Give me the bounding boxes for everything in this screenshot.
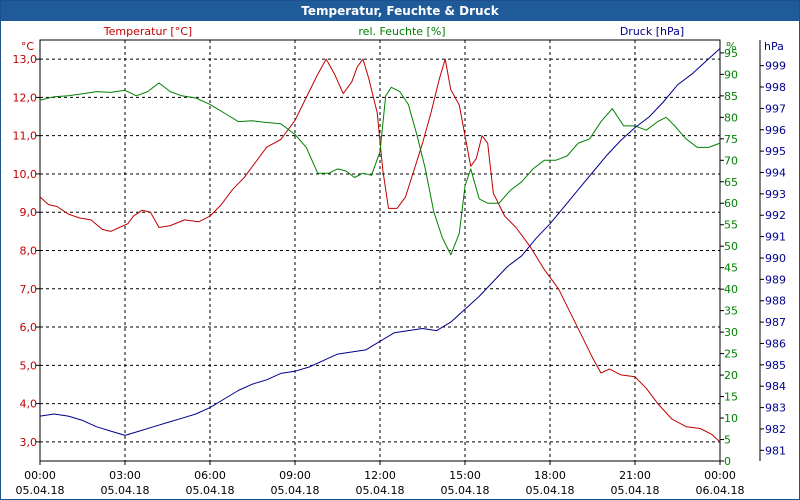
y-tick-temperature: 12,0 [13,91,38,104]
x-tick-time: 15:00 [449,469,481,482]
series-line-temperature [39,58,721,443]
y-tick-pressure: 986 [765,337,786,350]
x-tick-date: 05.04.18 [611,484,660,497]
x-tick-time: 00:00 [24,469,56,482]
y-tick-pressure: 982 [765,423,786,436]
x-tick-date: 05.04.18 [441,484,490,497]
x-tick-time: 18:00 [534,469,566,482]
y-tick-humidity: 10 [724,412,738,425]
y-tick-pressure: 995 [765,145,786,158]
axis-unit-pressure: hPa [764,40,784,53]
axis-labels: 00:00 05.04.18 03:00 05.04.18 06:00 05.04.18 0… [13,25,787,497]
y-tick-pressure: 983 [765,402,786,415]
y-tick-humidity: 25 [724,348,738,361]
y-tick-temperature: 9,0 [20,206,38,219]
y-tick-pressure: 999 [765,60,786,73]
x-tick-date: 05.04.18 [101,484,150,497]
y-tick-pressure: 998 [765,81,786,94]
x-tick-time: 12:00 [364,469,396,482]
y-tick-pressure: 984 [765,380,786,393]
y-tick-pressure: 981 [765,444,786,457]
axis-unit-temperature: °C [21,40,35,53]
y-tick-pressure: 985 [765,359,786,372]
x-tick-date: 05.04.18 [16,484,65,497]
x-tick-time: 09:00 [279,469,311,482]
x-tick-time: 00:00 [704,469,736,482]
y-tick-pressure: 991 [765,231,786,244]
x-tick-date: 06.04.18 [696,484,745,497]
y-tick-temperature: 3,0 [20,436,38,449]
y-tick-pressure: 997 [765,102,786,115]
y-tick-temperature: 8,0 [20,245,38,258]
y-tick-humidity: 70 [724,154,738,167]
y-tick-humidity: 35 [724,305,738,318]
y-tick-temperature: 11,0 [13,130,38,143]
y-tick-temperature: 5,0 [20,359,38,372]
series-line-humidity [39,82,721,256]
y-tick-pressure: 996 [765,124,786,137]
y-tick-temperature: 6,0 [20,321,38,334]
y-tick-humidity: 50 [724,240,738,253]
window-title: Temperatur, Feuchte & Druck [1,1,799,21]
x-tick-time: 06:00 [194,469,226,482]
x-tick-time: 21:00 [619,469,651,482]
y-tick-temperature: 7,0 [20,283,38,296]
x-tick-date: 05.04.18 [186,484,235,497]
x-tick-date: 05.04.18 [356,484,405,497]
y-tick-pressure: 990 [765,252,786,265]
y-tick-pressure: 993 [765,188,786,201]
y-tick-humidity: 55 [724,219,738,232]
x-tick-date: 05.04.18 [526,484,575,497]
y-tick-pressure: 987 [765,316,786,329]
axis-title-pressure: Druck [hPa] [620,25,684,38]
x-tick-time: 03:00 [109,469,141,482]
series-line-pressure [39,48,721,436]
y-tick-humidity: 0 [724,455,731,468]
y-tick-pressure: 992 [765,209,786,222]
y-tick-humidity: 75 [724,133,738,146]
y-tick-humidity: 45 [724,262,738,275]
y-tick-pressure: 989 [765,273,786,286]
axis-title-temperature: Temperatur [°C] [103,25,192,38]
y-tick-humidity: 20 [724,369,738,382]
y-tick-humidity: 65 [724,176,738,189]
y-tick-humidity: 95 [724,47,738,60]
axis-unit-humidity: % [726,40,736,53]
x-tick-date: 05.04.18 [271,484,320,497]
axis-title-humidity: rel. Feuchte [%] [358,25,445,38]
y-tick-temperature: 4,0 [20,398,38,411]
grid [36,40,764,465]
y-tick-temperature: 13,0 [13,53,38,66]
y-tick-humidity: 5 [724,434,731,447]
y-tick-humidity: 90 [724,68,738,81]
y-tick-humidity: 85 [724,90,738,103]
y-tick-humidity: 40 [724,283,738,296]
y-tick-temperature: 10,0 [13,168,38,181]
y-tick-humidity: 60 [724,197,738,210]
series-lines [39,48,721,443]
y-tick-humidity: 80 [724,111,738,124]
y-tick-pressure: 994 [765,166,786,179]
y-tick-humidity: 15 [724,391,738,404]
y-tick-pressure: 988 [765,295,786,308]
y-tick-humidity: 30 [724,326,738,339]
